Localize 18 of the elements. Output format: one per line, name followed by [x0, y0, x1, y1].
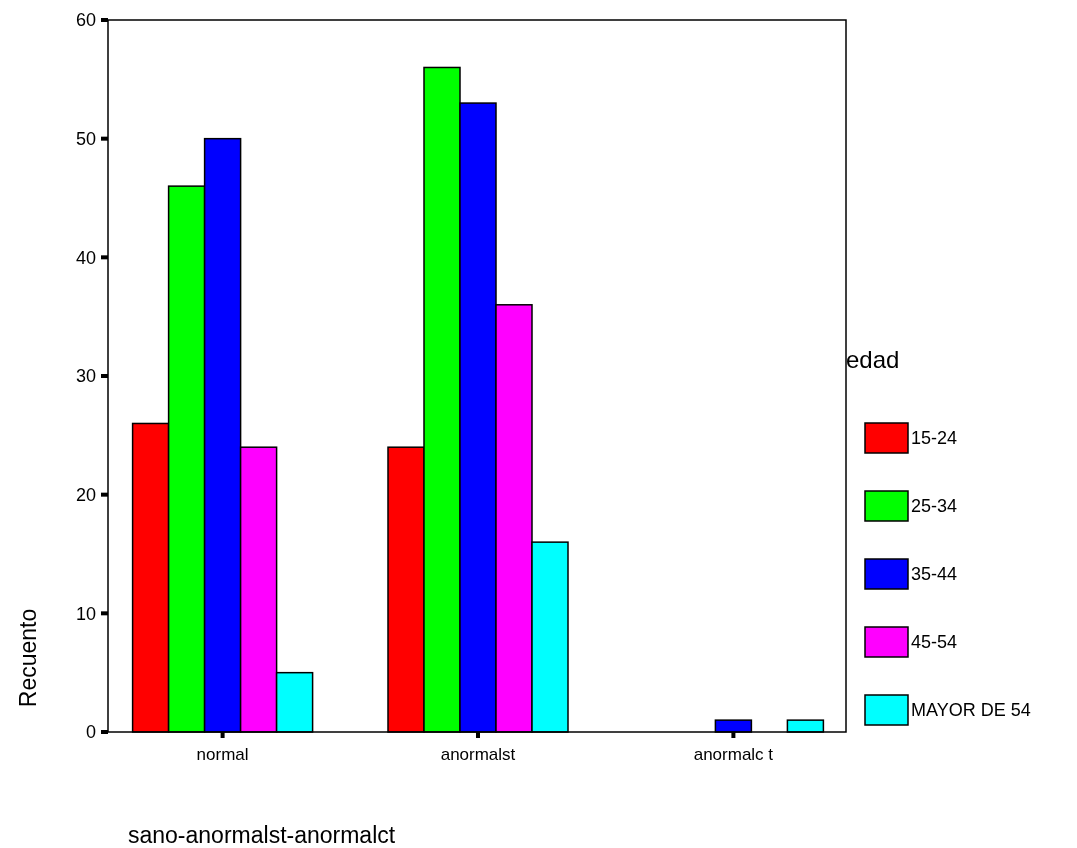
- y-axis-title: Recuento: [15, 608, 41, 708]
- y-tick-label: 0: [85, 722, 96, 743]
- y-tick-label: 10: [75, 603, 96, 624]
- legend-label: MAYOR DE 54: [911, 700, 1031, 721]
- legend-label: 15-24: [911, 428, 958, 449]
- x-tick-label: anormalst: [440, 745, 516, 764]
- legend-label: 35-44: [911, 564, 958, 585]
- y-tick-label: 30: [75, 366, 96, 387]
- x-tick-label: normal: [196, 745, 249, 764]
- x-axis-title: sano-anormalst-anormalct: [128, 822, 396, 848]
- y-tick-label: 60: [75, 10, 96, 31]
- legend-label: 45-54: [911, 632, 958, 653]
- legend-title: edad: [846, 346, 900, 373]
- legend-label: 25-34: [911, 496, 958, 517]
- y-tick-label: 40: [75, 247, 96, 268]
- x-tick-label: anormalc t: [693, 745, 774, 764]
- y-tick-label: 20: [75, 484, 96, 505]
- y-tick-label: 50: [75, 128, 96, 149]
